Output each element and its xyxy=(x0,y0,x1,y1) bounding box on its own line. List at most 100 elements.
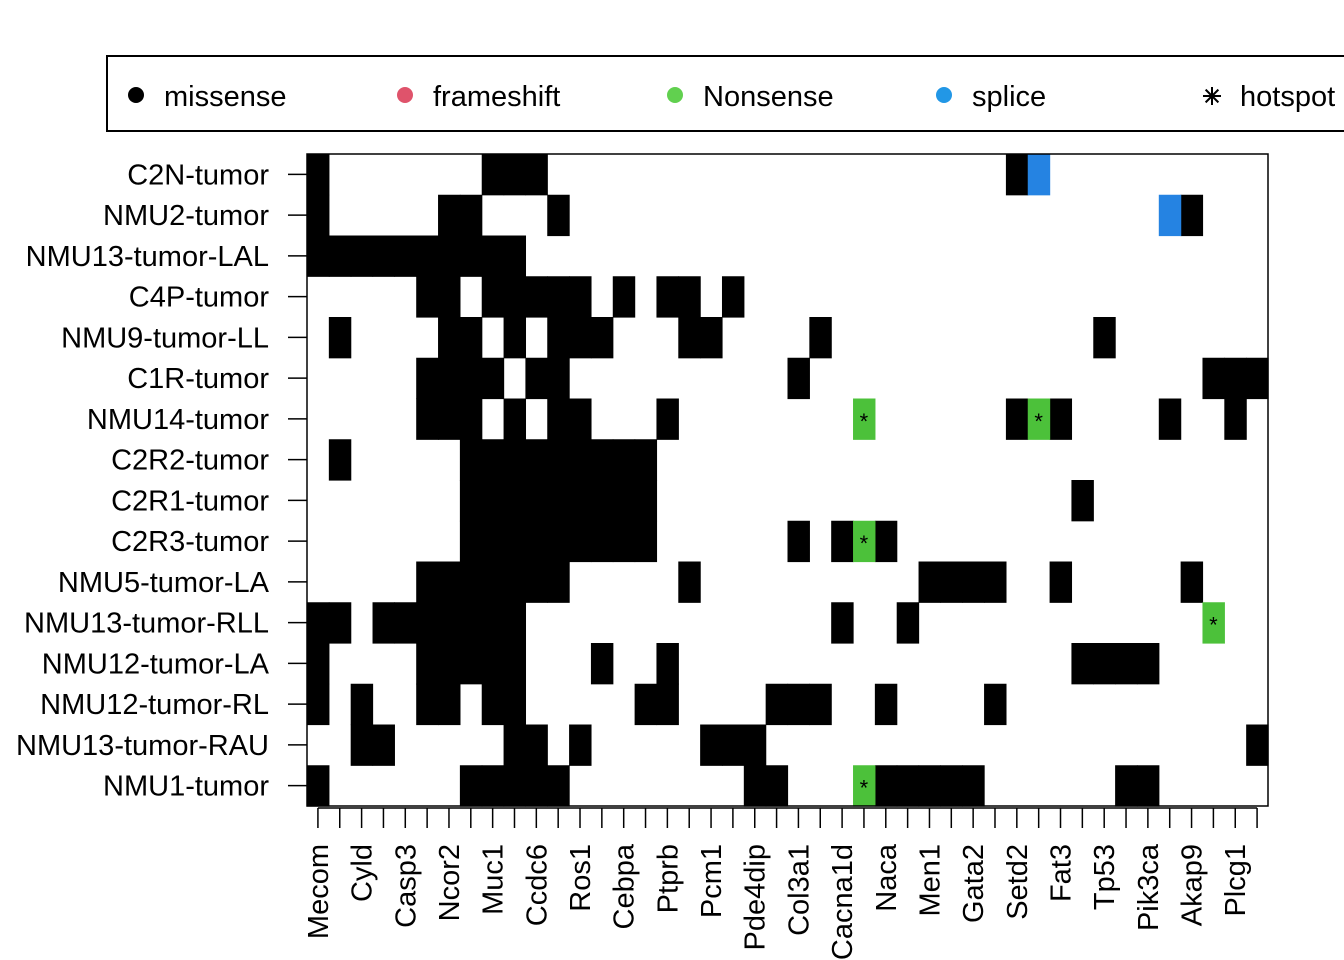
cell-missense xyxy=(307,643,330,685)
cell-splice xyxy=(1158,194,1182,237)
cell-missense xyxy=(612,520,636,563)
cell-missense xyxy=(962,765,985,807)
y-tick-label: NMU2-tumor xyxy=(103,200,269,232)
cell-missense xyxy=(438,561,461,603)
legend-label-hotspot: hotspot xyxy=(1240,81,1335,113)
legend-label-frameshift: frameshift xyxy=(433,81,560,113)
cell-missense xyxy=(416,643,439,685)
cell-missense xyxy=(940,765,963,807)
y-tick-label: NMU5-tumor-LA xyxy=(58,567,270,599)
cell-missense xyxy=(918,765,941,807)
cell-missense xyxy=(590,480,614,522)
y-tick-label: C2R1-tumor xyxy=(111,485,269,517)
cell-missense xyxy=(350,683,374,726)
cell-missense xyxy=(787,357,810,400)
cell-missense xyxy=(656,683,679,726)
cell-missense xyxy=(503,683,527,726)
cell-missense xyxy=(569,520,592,563)
x-tick-label: Pde4dip xyxy=(740,844,772,950)
cell-missense xyxy=(590,317,614,359)
cell-missense xyxy=(438,643,461,685)
cell-nonsense xyxy=(853,398,876,440)
cell-missense xyxy=(1049,398,1073,440)
cell-missense xyxy=(547,765,570,807)
cell-missense xyxy=(503,765,527,807)
heatmap-cells: * * * * * xyxy=(307,154,1269,807)
cell-missense xyxy=(1158,398,1182,440)
cell-missense xyxy=(503,317,527,359)
cell-missense xyxy=(503,602,527,644)
cell-missense xyxy=(438,398,461,440)
cell-missense xyxy=(940,561,963,603)
y-tick-label: NMU13-tumor-LAL xyxy=(26,241,269,273)
cell-missense xyxy=(590,439,614,481)
hotspot-marker: * xyxy=(860,531,869,556)
cell-missense xyxy=(350,724,374,766)
x-tick-label: Cebpa xyxy=(609,843,641,929)
x-tick-label: Pik3ca xyxy=(1133,843,1165,931)
legend-asterisk-icon xyxy=(1203,87,1221,105)
cell-missense xyxy=(525,357,548,400)
cell-missense xyxy=(503,520,527,563)
cell-missense xyxy=(481,276,505,318)
y-tick-label: NMU12-tumor-RL xyxy=(40,689,269,721)
cell-missense xyxy=(634,683,658,726)
cell-missense xyxy=(678,276,701,318)
cell-missense xyxy=(438,317,461,359)
cell-missense xyxy=(307,765,330,807)
cell-missense xyxy=(481,520,505,563)
cell-missense xyxy=(459,317,483,359)
cell-missense xyxy=(459,439,483,481)
cell-missense xyxy=(525,154,548,196)
y-tick-label: C1R-tumor xyxy=(127,363,269,395)
cell-missense xyxy=(1115,643,1138,685)
cell-missense xyxy=(612,480,636,522)
x-tick-label: Col3a1 xyxy=(783,844,815,936)
cell-missense xyxy=(896,602,920,644)
cell-missense xyxy=(809,317,832,359)
cell-missense xyxy=(481,235,505,277)
cell-missense xyxy=(503,643,527,685)
cell-nonsense xyxy=(1027,398,1051,440)
cell-missense xyxy=(547,398,570,440)
cell-missense xyxy=(743,724,767,766)
cell-missense xyxy=(678,561,701,603)
cell-missense xyxy=(984,561,1007,603)
cell-missense xyxy=(372,235,395,277)
cell-missense xyxy=(394,602,417,644)
cell-missense xyxy=(416,683,439,726)
y-tick-label: NMU13-tumor-RLL xyxy=(24,608,269,640)
cell-missense xyxy=(481,643,505,685)
cell-missense xyxy=(481,357,505,400)
cell-missense xyxy=(394,235,417,277)
x-tick-label: Ncor2 xyxy=(434,844,466,921)
cell-missense xyxy=(547,194,570,237)
y-tick-label: C4P-tumor xyxy=(129,282,270,314)
cell-missense xyxy=(547,561,570,603)
cell-missense xyxy=(721,276,745,318)
cell-missense xyxy=(569,276,592,318)
x-tick-label: Mecom xyxy=(303,844,335,939)
legend-nonsense-dot-icon xyxy=(667,87,683,103)
legend: missense frameshift Nonsense splice hotspot xyxy=(106,55,1344,132)
cell-missense xyxy=(1136,643,1160,685)
cell-missense xyxy=(307,602,330,644)
cell-missense xyxy=(831,602,854,644)
cell-missense xyxy=(1115,765,1138,807)
legend-label-nonsense: Nonsense xyxy=(703,81,834,113)
cell-missense xyxy=(503,439,527,481)
cell-missense xyxy=(743,765,767,807)
x-tick-label: Men1 xyxy=(914,844,946,917)
cell-missense xyxy=(372,602,395,644)
cell-missense xyxy=(874,765,898,807)
cell-missense xyxy=(416,276,439,318)
cell-missense xyxy=(525,765,548,807)
x-tick-label: Cacna1d xyxy=(827,844,859,960)
cell-missense xyxy=(1093,643,1116,685)
cell-missense xyxy=(962,561,985,603)
y-tick-label: NMU13-tumor-RAU xyxy=(16,730,269,762)
cell-missense xyxy=(678,317,701,359)
x-tick-label: Akap9 xyxy=(1177,844,1209,926)
cell-missense xyxy=(438,235,461,277)
